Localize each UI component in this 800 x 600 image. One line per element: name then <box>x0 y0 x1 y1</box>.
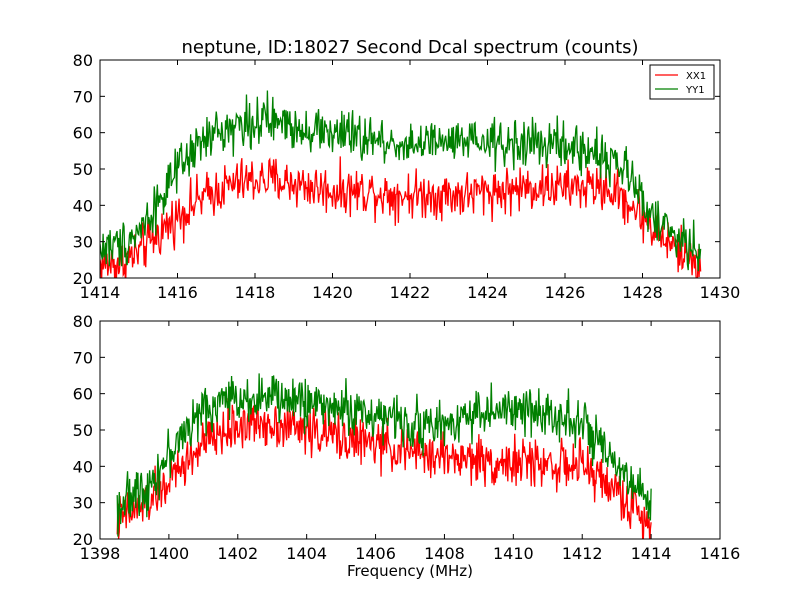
x-tick-label: 1400 <box>149 544 190 563</box>
y-tick-label: 70 <box>73 87 93 106</box>
legend-label-yy1: YY1 <box>685 85 705 96</box>
x-tick-label: 1416 <box>700 544 741 563</box>
y-tick-label: 30 <box>73 233 93 252</box>
y-tick-label: 40 <box>73 196 93 215</box>
y-tick-label: 80 <box>73 51 93 70</box>
x-tick-label: 1426 <box>545 283 586 302</box>
panel-2: 1398 1400 1402 1404 1406 1408 1410 1412 1414 1416… <box>73 312 741 563</box>
series-line-xx1-panel-2 <box>116 398 652 539</box>
legend-label-xx1: XX1 <box>686 71 706 82</box>
y-tick-label: 20 <box>73 269 93 288</box>
x-tick-label: 1422 <box>390 283 431 302</box>
y-tick-label: 30 <box>73 494 93 513</box>
x-tick-label: 1404 <box>286 544 327 563</box>
panel-1: 1414 1416 1418 1420 1422 1424 1426 1428 1430 20 30… <box>73 51 741 302</box>
y-tick-label: 80 <box>73 312 93 331</box>
x-tick-label: 1418 <box>235 283 276 302</box>
x-tick-label: 1428 <box>622 283 663 302</box>
x-tick-label: 1416 <box>157 283 198 302</box>
x-tick-label: 1420 <box>312 283 353 302</box>
x-tick-label: 1410 <box>493 544 534 563</box>
y-tick-label: 60 <box>73 124 93 143</box>
x-tick-label: 1412 <box>562 544 603 563</box>
y-tick-label: 40 <box>73 457 93 476</box>
y-tick-label: 50 <box>73 160 93 179</box>
x-tick-label: 1398 <box>80 544 121 563</box>
series-line-yy1-panel-1 <box>100 90 702 272</box>
x-tick-label: 1430 <box>700 283 741 302</box>
y-tick-label: 70 <box>73 348 93 367</box>
y-tick-label: 20 <box>73 530 93 549</box>
y-tick-label: 60 <box>73 385 93 404</box>
x-axis-label: Frequency (MHz) <box>347 562 473 580</box>
legend-box <box>649 64 715 100</box>
x-tick-label: 1414 <box>631 544 672 563</box>
series-line-yy1-panel-2 <box>116 373 652 537</box>
x-tick-label: 1414 <box>80 283 121 302</box>
x-tick-label: 1408 <box>424 544 465 563</box>
x-tick-label: 1402 <box>217 544 258 563</box>
x-tick-label: 1424 <box>467 283 508 302</box>
y-tick-label: 50 <box>73 421 93 440</box>
x-tick-label: 1406 <box>355 544 396 563</box>
chart-title: neptune, ID:18027 Second Dcal spectrum (… <box>181 37 638 58</box>
